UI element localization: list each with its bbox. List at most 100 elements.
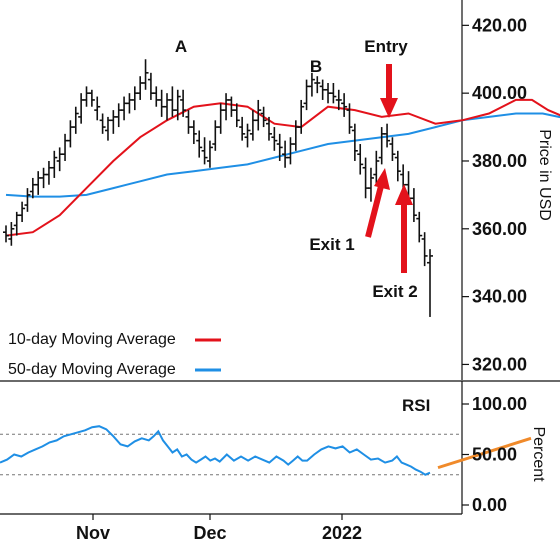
ohlc-bar <box>131 86 138 111</box>
ohlc-bar <box>223 93 230 121</box>
ohlc-bar <box>378 127 385 165</box>
ma50-line <box>5 112 560 198</box>
legend-label-ma50: 50-day Moving Average <box>8 361 176 378</box>
exit-2-arrow <box>395 184 413 273</box>
ohlc-bar <box>346 103 353 134</box>
ohlc-bar <box>260 106 267 128</box>
ohlc-bar <box>341 93 348 117</box>
ohlc-bar <box>13 211 20 236</box>
ohlc-bar <box>72 106 79 134</box>
rsi-tick-label: 0.00 <box>472 495 507 515</box>
ohlc-bar <box>228 96 235 117</box>
ohlc-bar <box>239 116 246 141</box>
ohlc-bar <box>212 120 219 151</box>
ohlc-bar <box>389 137 396 161</box>
ohlc-bar <box>190 120 197 145</box>
ohlc-bar <box>180 89 187 117</box>
ohlc-bar <box>265 116 272 141</box>
ohlc-bar <box>249 110 256 141</box>
ohlc-bar <box>217 103 224 134</box>
ma10-line <box>5 98 560 237</box>
rsi-tick-label: 100.00 <box>472 394 527 414</box>
ohlc-bar <box>196 130 203 158</box>
price-axis-label: Price in USD <box>536 129 553 221</box>
ohlc-bar <box>19 201 26 223</box>
ohlc-bar <box>416 211 423 243</box>
ohlc-bar <box>384 123 391 148</box>
ohlc-bar <box>153 86 160 107</box>
ohlc-bar <box>325 82 332 104</box>
ohlc-bar <box>174 89 181 121</box>
rsi-line <box>0 425 431 476</box>
annotation-entry: Entry <box>364 37 408 56</box>
ohlc-bar <box>51 150 58 178</box>
ohlc-bar <box>137 76 144 100</box>
ohlc-bar <box>287 137 294 165</box>
ohlc-bar <box>164 93 171 121</box>
ohlc-bar <box>292 120 299 151</box>
ohlc-bar <box>206 140 213 168</box>
price-tick-label: 320.00 <box>472 354 527 374</box>
ohlc-bar <box>83 86 90 107</box>
ohlc-bar <box>185 110 192 134</box>
ohlc-bar <box>427 249 433 317</box>
ohlc-bar <box>3 225 9 243</box>
ohlc-bar <box>24 188 31 212</box>
ohlc-bar <box>201 137 208 165</box>
price-tick-label: 340.00 <box>472 287 527 307</box>
ohlc-bar <box>115 103 122 128</box>
ohlc-bar <box>94 96 101 121</box>
x-tick-label: 2022 <box>322 523 362 541</box>
ohlc-bar <box>298 99 305 134</box>
price-tick-label: 360.00 <box>472 219 527 239</box>
ohlc-bar <box>394 150 401 182</box>
ohlc-bar <box>56 147 63 172</box>
ohlc-bar <box>357 144 364 175</box>
annotation-exit-2: Exit 2 <box>372 282 417 301</box>
price-tick-label: 400.00 <box>472 83 527 103</box>
ohlc-bar <box>330 82 337 104</box>
ohlc-bar <box>8 222 15 246</box>
ohlc-bar <box>244 123 251 148</box>
ohlc-bar <box>147 72 154 100</box>
ohlc-bar <box>35 171 42 195</box>
ohlc-bar <box>276 133 283 161</box>
price-tick-label: 420.00 <box>472 15 527 35</box>
ohlc-bar <box>45 160 52 185</box>
annotation-b: B <box>310 57 322 76</box>
ohlc-bar <box>373 150 380 185</box>
ohlc-bar <box>110 110 117 134</box>
ohlc-bar <box>308 72 315 97</box>
ohlc-bar <box>99 113 106 134</box>
ohlc-bar <box>126 93 133 114</box>
rsi-tick-label: 50.00 <box>472 445 517 465</box>
entry-arrow <box>380 64 398 118</box>
annotation-exit-1: Exit 1 <box>309 235 354 254</box>
ohlc-bar <box>121 96 128 121</box>
annotation-a: A <box>175 37 187 56</box>
ohlc-bar <box>303 79 310 111</box>
ohlc-bar <box>421 232 428 267</box>
ohlc-bar <box>142 59 149 90</box>
x-tick-label: Dec <box>193 523 226 541</box>
legend: 10-day Moving Average 50-day Moving Aver… <box>8 331 221 378</box>
ohlc-bar <box>367 167 374 202</box>
ohlc-bar <box>362 157 369 199</box>
ohlc-bar <box>314 76 321 94</box>
rsi-axis-label: Percent <box>530 426 547 482</box>
legend-label-ma10: 10-day Moving Average <box>8 331 176 348</box>
ohlc-bar <box>104 116 111 141</box>
ohlc-bar <box>88 89 95 107</box>
ohlc-bar <box>169 86 176 117</box>
x-tick-label: Nov <box>76 523 110 541</box>
ohlc-bar <box>271 127 278 151</box>
exit-1-arrow <box>365 168 390 238</box>
rsi-title: RSI <box>402 396 430 415</box>
ohlc-bar <box>67 120 74 148</box>
ohlc-bar <box>410 188 417 223</box>
ohlc-bar <box>29 177 36 199</box>
ohlc-bar <box>40 167 47 189</box>
ohlc-bar <box>255 99 262 131</box>
